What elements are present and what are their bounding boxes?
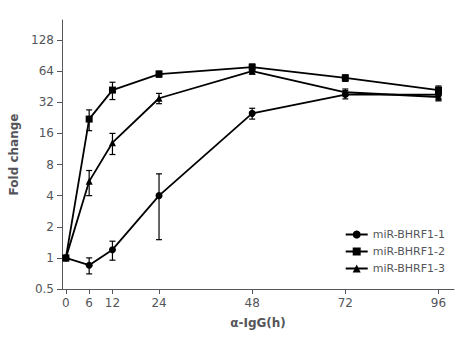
svg-text:16: 16: [39, 126, 54, 140]
svg-text:0.5: 0.5: [35, 282, 54, 296]
svg-text:32: 32: [39, 95, 54, 109]
svg-text:2: 2: [46, 220, 54, 234]
svg-text:72: 72: [338, 296, 353, 310]
svg-text:96: 96: [431, 296, 446, 310]
svg-text:6: 6: [85, 296, 93, 310]
svg-text:miR-BHRF1-2: miR-BHRF1-2: [373, 245, 445, 258]
svg-text:4: 4: [46, 189, 54, 203]
svg-text:128: 128: [31, 33, 54, 47]
svg-text:64: 64: [39, 64, 54, 78]
svg-text:Fold change: Fold change: [7, 114, 21, 196]
svg-text:12: 12: [105, 296, 120, 310]
svg-text:1: 1: [46, 251, 54, 265]
svg-text:48: 48: [245, 296, 260, 310]
svg-text:0: 0: [62, 296, 70, 310]
svg-text:miR-BHRF1-3: miR-BHRF1-3: [373, 262, 445, 275]
svg-text:24: 24: [151, 296, 166, 310]
svg-text:α-IgG(h): α-IgG(h): [230, 316, 286, 330]
svg-text:miR-BHRF1-1: miR-BHRF1-1: [373, 228, 445, 241]
svg-text:8: 8: [46, 158, 54, 172]
